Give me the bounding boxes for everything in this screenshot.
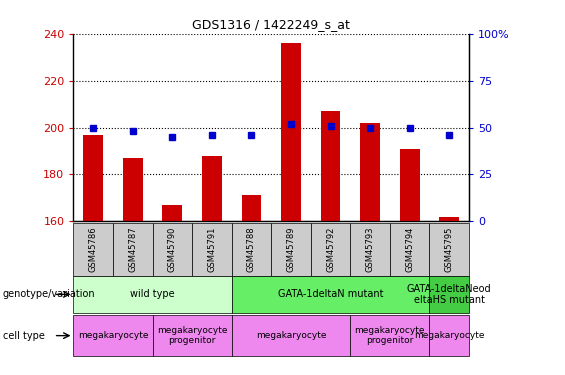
Bar xyxy=(153,223,192,276)
Bar xyxy=(153,315,232,356)
Text: GSM45792: GSM45792 xyxy=(326,226,335,272)
Text: GATA-1deltaN mutant: GATA-1deltaN mutant xyxy=(278,290,383,299)
Text: GSM45789: GSM45789 xyxy=(286,226,295,272)
Text: GSM45786: GSM45786 xyxy=(89,226,98,272)
Text: megakaryocyte
progenitor: megakaryocyte progenitor xyxy=(157,326,227,345)
Bar xyxy=(192,223,232,276)
Text: GSM45790: GSM45790 xyxy=(168,226,177,272)
Bar xyxy=(360,123,380,221)
Bar xyxy=(113,223,153,276)
Text: GSM45791: GSM45791 xyxy=(207,226,216,272)
Bar xyxy=(350,223,390,276)
Bar xyxy=(440,216,459,221)
Text: megakaryocyte
progenitor: megakaryocyte progenitor xyxy=(355,326,425,345)
Bar xyxy=(73,276,232,313)
Text: GSM45795: GSM45795 xyxy=(445,226,454,272)
Bar xyxy=(281,43,301,221)
Text: megakaryocyte: megakaryocyte xyxy=(256,331,326,340)
Bar xyxy=(232,276,429,313)
Bar xyxy=(84,135,103,221)
Bar xyxy=(429,223,469,276)
Bar xyxy=(321,111,340,221)
Text: GATA-1deltaNeod
eltaHS mutant: GATA-1deltaNeod eltaHS mutant xyxy=(407,284,492,305)
Bar xyxy=(271,223,311,276)
Text: wild type: wild type xyxy=(131,290,175,299)
Text: GSM45788: GSM45788 xyxy=(247,226,256,272)
Bar xyxy=(390,223,429,276)
Bar xyxy=(232,223,271,276)
Bar xyxy=(429,276,469,313)
Text: GSM45793: GSM45793 xyxy=(366,226,375,272)
Bar xyxy=(429,315,469,356)
Bar xyxy=(202,156,221,221)
Text: GSM45794: GSM45794 xyxy=(405,226,414,272)
Text: cell type: cell type xyxy=(3,331,45,340)
Text: GSM45787: GSM45787 xyxy=(128,226,137,272)
Title: GDS1316 / 1422249_s_at: GDS1316 / 1422249_s_at xyxy=(192,18,350,31)
Bar xyxy=(350,315,429,356)
Bar xyxy=(123,158,143,221)
Bar xyxy=(73,315,153,356)
Bar xyxy=(242,195,261,221)
Bar xyxy=(73,223,113,276)
Bar xyxy=(400,148,419,221)
Bar xyxy=(163,205,182,221)
Bar xyxy=(232,315,350,356)
Text: megakaryocyte: megakaryocyte xyxy=(78,331,148,340)
Text: megakaryocyte: megakaryocyte xyxy=(414,331,484,340)
Text: genotype/variation: genotype/variation xyxy=(3,290,95,299)
Bar xyxy=(311,223,350,276)
